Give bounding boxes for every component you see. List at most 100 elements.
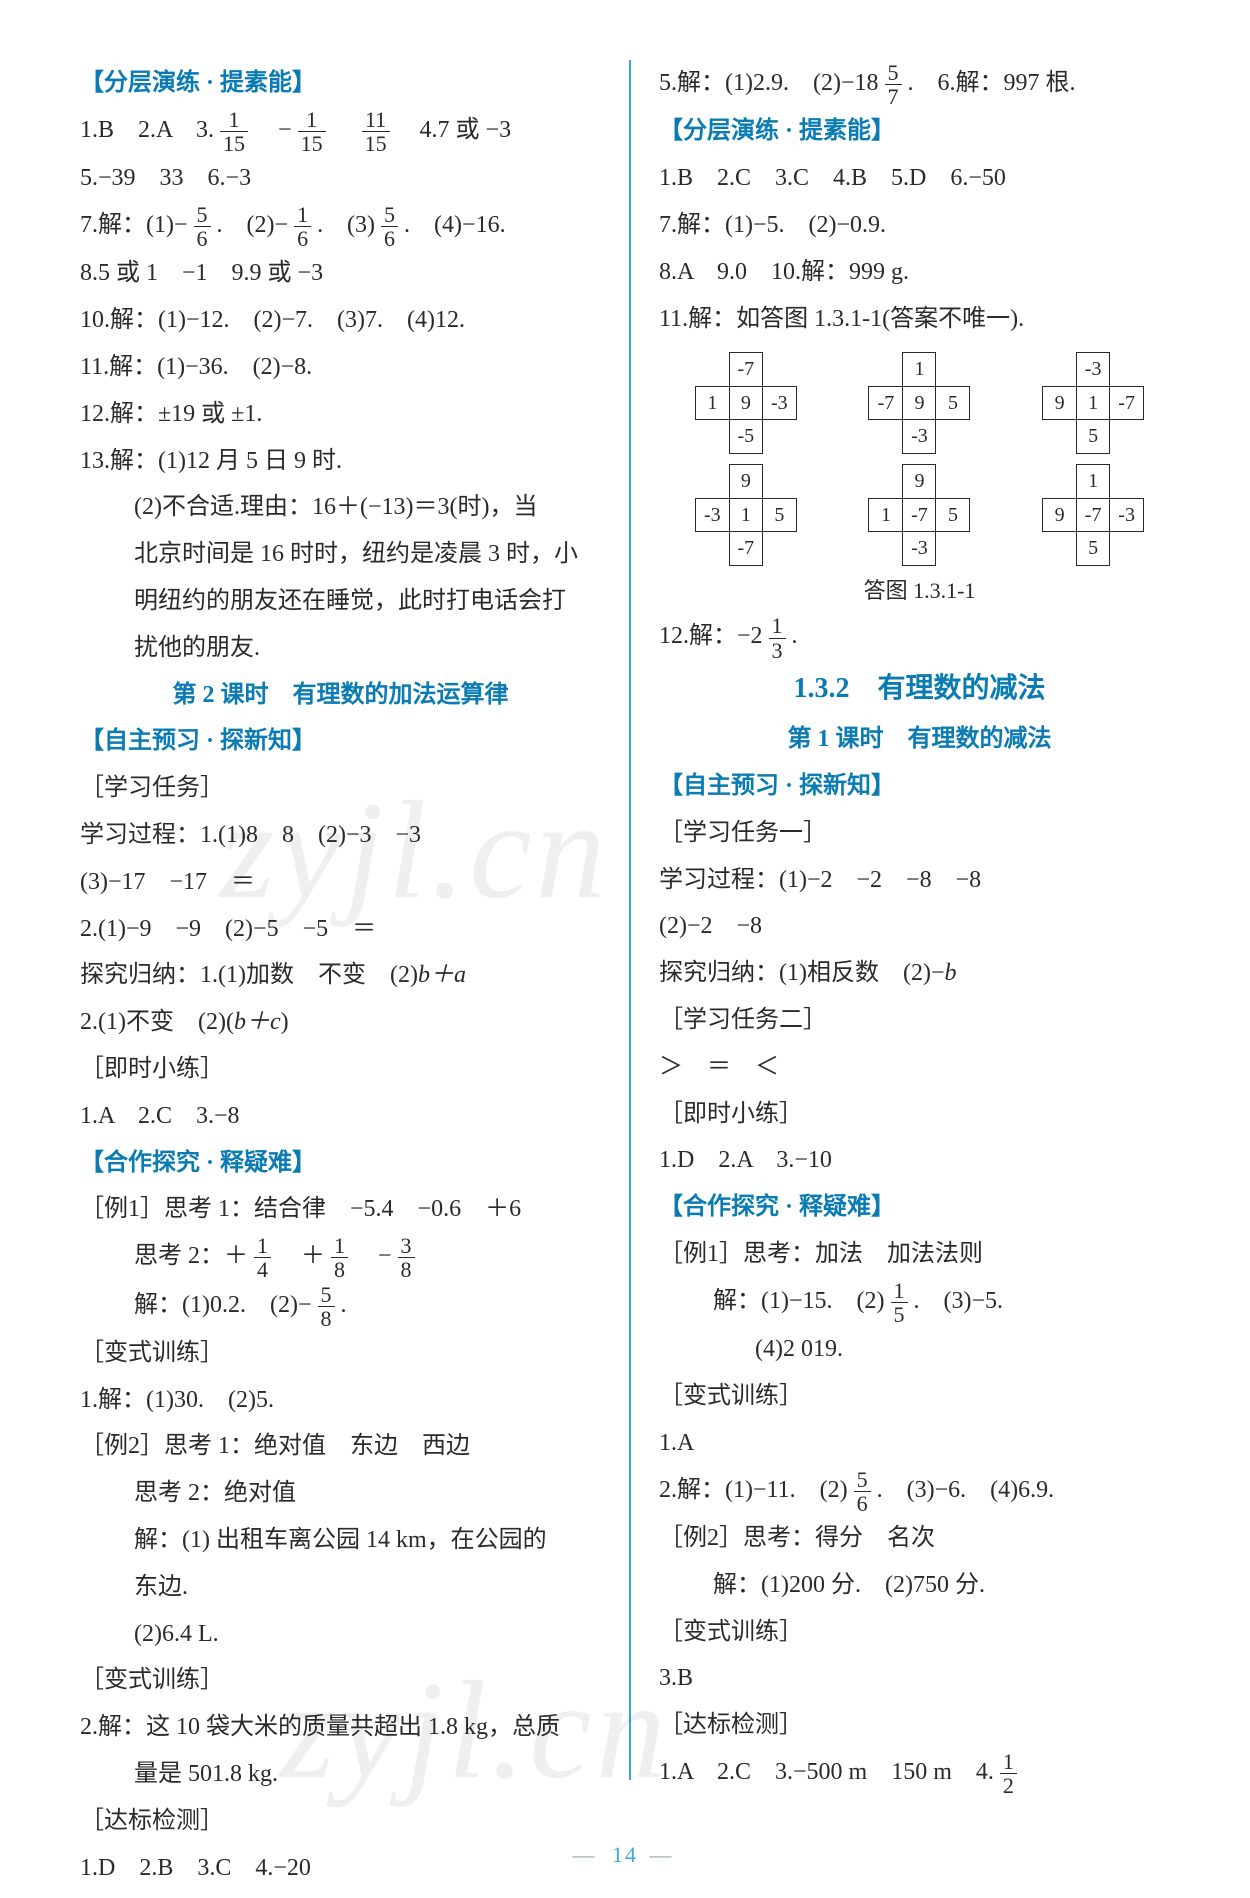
cross-cell	[936, 420, 970, 454]
italic: b＋c	[234, 1009, 281, 1035]
text-line: 学习过程：(1)−2 −2 −8 −8	[659, 857, 1180, 904]
cross-cell: -3	[695, 498, 729, 532]
cross-cell	[936, 464, 970, 498]
text-line: 北京时间是 16 时时，纽约是凌晨 3 时，小	[80, 531, 601, 578]
cross-cell: 1	[868, 498, 902, 532]
text-line: 5.−39 33 6.−3	[80, 155, 601, 202]
cross-cell: 9	[902, 464, 936, 498]
fraction: 56	[194, 203, 211, 250]
text: . (2)−	[217, 212, 289, 238]
text-line: 1.B 2.A 3. 115 − 115 1115 4.7 或 −3	[80, 107, 601, 155]
cross-cell: -7	[1110, 386, 1144, 420]
section-header: 【合作探究 · 释疑难】	[659, 1184, 1180, 1231]
text: 4.7 或 −3	[396, 117, 512, 143]
cross-diagram: -719-3-5	[695, 352, 797, 454]
text-line: 7.解：(1)−5. (2)−0.9.	[659, 202, 1180, 249]
fraction: 56	[854, 1468, 871, 1515]
text-line: ［变式训练］	[659, 1609, 1180, 1656]
cross-cell: 5	[1076, 420, 1110, 454]
fraction: 16	[294, 203, 311, 250]
cross-cell	[868, 420, 902, 454]
text-line: 解：(1)−15. (2) 15 . (3)−5.	[659, 1278, 1180, 1326]
text-line: 1.B 2.C 3.C 4.B 5.D 6.−50	[659, 155, 1180, 202]
text	[332, 117, 356, 143]
text: 探究归纳：1.(1)加数 不变 (2)	[80, 962, 418, 988]
text-line: 2.(1)不变 (2)(b＋c)	[80, 999, 601, 1046]
cross-cell	[763, 532, 797, 566]
cross-cell	[763, 352, 797, 386]
text: . (3)−6. (4)6.9.	[877, 1477, 1055, 1503]
page-number: — 14 —	[0, 1842, 1250, 1868]
cross-cell	[936, 532, 970, 566]
cross-cell	[1110, 464, 1144, 498]
cross-diagram: 9-315-7	[695, 464, 797, 566]
text-line: ［学习任务二］	[659, 997, 1180, 1044]
cross-cell	[695, 420, 729, 454]
text-line: 7.解：(1)− 56 . (2)− 16 . (3) 56 . (4)−16.	[80, 202, 601, 250]
cross-cell	[1110, 420, 1144, 454]
text-line: 5.解：(1)2.9. (2)−18 57 . 6.解：997 根.	[659, 60, 1180, 108]
cross-diagram: 91-75-3	[868, 464, 970, 566]
text-line: 解：(1)0.2. (2)− 58 .	[80, 1282, 601, 1330]
text-line: 量是 501.8 kg.	[80, 1751, 601, 1798]
text: . (3)−5.	[914, 1288, 1004, 1314]
text-line: (4)2 019.	[659, 1326, 1180, 1373]
cross-cell: 1	[695, 386, 729, 420]
text-line: ［变式训练］	[80, 1657, 601, 1704]
text: . (4)−16.	[404, 212, 506, 238]
cross-cell	[1042, 532, 1076, 566]
text-line: ＞ ＝ ＜	[659, 1044, 1180, 1091]
text-line: 东边.	[80, 1564, 601, 1611]
text-line: 思考 2：绝对值	[80, 1470, 601, 1517]
cross-cell	[695, 464, 729, 498]
text: . (3)	[317, 212, 375, 238]
fraction: 56	[381, 203, 398, 250]
cross-cell: -7	[1076, 498, 1110, 532]
cross-cell	[695, 352, 729, 386]
text-line: 1.D 2.A 3.−10	[659, 1137, 1180, 1184]
text: .	[792, 623, 798, 649]
text-line: 3.B	[659, 1655, 1180, 1702]
text-line: 12.解：±19 或 ±1.	[80, 391, 601, 438]
italic: b＋a	[418, 962, 466, 988]
text-line: 8.5 或 1 −1 9.9 或 −3	[80, 250, 601, 297]
cross-cell: -7	[902, 498, 936, 532]
text-line: ［例1］思考：加法 加法法则	[659, 1231, 1180, 1278]
text: 7.解：(1)−	[80, 212, 188, 238]
subsection-header: 第 2 课时 有理数的加法运算律	[80, 672, 601, 719]
section-header: 【分层演练 · 提素能】	[659, 108, 1180, 155]
cross-cell: -3	[902, 532, 936, 566]
cross-cell: -3	[1076, 352, 1110, 386]
cross-cell: 1	[1076, 464, 1110, 498]
cross-cell: 1	[1076, 386, 1110, 420]
cross-cell	[1042, 352, 1076, 386]
text-line: 10.解：(1)−12. (2)−7. (3)7. (4)12.	[80, 297, 601, 344]
page: 【分层演练 · 提素能】 1.B 2.A 3. 115 − 115 1115 4…	[0, 0, 1250, 1800]
cross-cell: -3	[763, 386, 797, 420]
text-line: 13.解：(1)12 月 5 日 9 时.	[80, 438, 601, 485]
text-line: 1.解：(1)30. (2)5.	[80, 1377, 601, 1424]
cross-cell: 1	[902, 352, 936, 386]
italic: b	[945, 960, 957, 986]
cross-cell: 9	[1042, 386, 1076, 420]
cross-cell	[1110, 532, 1144, 566]
text-line: ［达标检测］	[659, 1702, 1180, 1749]
text-line: 11.解：如答图 1.3.1-1(答案不唯一).	[659, 296, 1180, 343]
cross-cell: 9	[902, 386, 936, 420]
cross-cell	[763, 464, 797, 498]
cross-cell: -3	[902, 420, 936, 454]
text-line: 1.A 2.C 3.−500 m 150 m 4. 12	[659, 1749, 1180, 1797]
text: 思考 2：＋	[134, 1243, 248, 1269]
cross-cell: -7	[868, 386, 902, 420]
text-line: ［例2］思考 1：绝对值 东边 西边	[80, 1423, 601, 1470]
text-line: 解：(1)200 分. (2)750 分.	[659, 1562, 1180, 1609]
text-line: 11.解：(1)−36. (2)−8.	[80, 344, 601, 391]
cross-cell: 5	[936, 386, 970, 420]
cross-cell: -5	[729, 420, 763, 454]
cross-cell: 5	[936, 498, 970, 532]
text-line: 探究归纳：(1)相反数 (2)−b	[659, 950, 1180, 997]
text-line: (2)−2 −8	[659, 903, 1180, 950]
left-column: 【分层演练 · 提素能】 1.B 2.A 3. 115 − 115 1115 4…	[80, 60, 629, 1760]
cross-cell: 5	[763, 498, 797, 532]
text-line: 学习过程：1.(1)8 8 (2)−3 −3	[80, 812, 601, 859]
